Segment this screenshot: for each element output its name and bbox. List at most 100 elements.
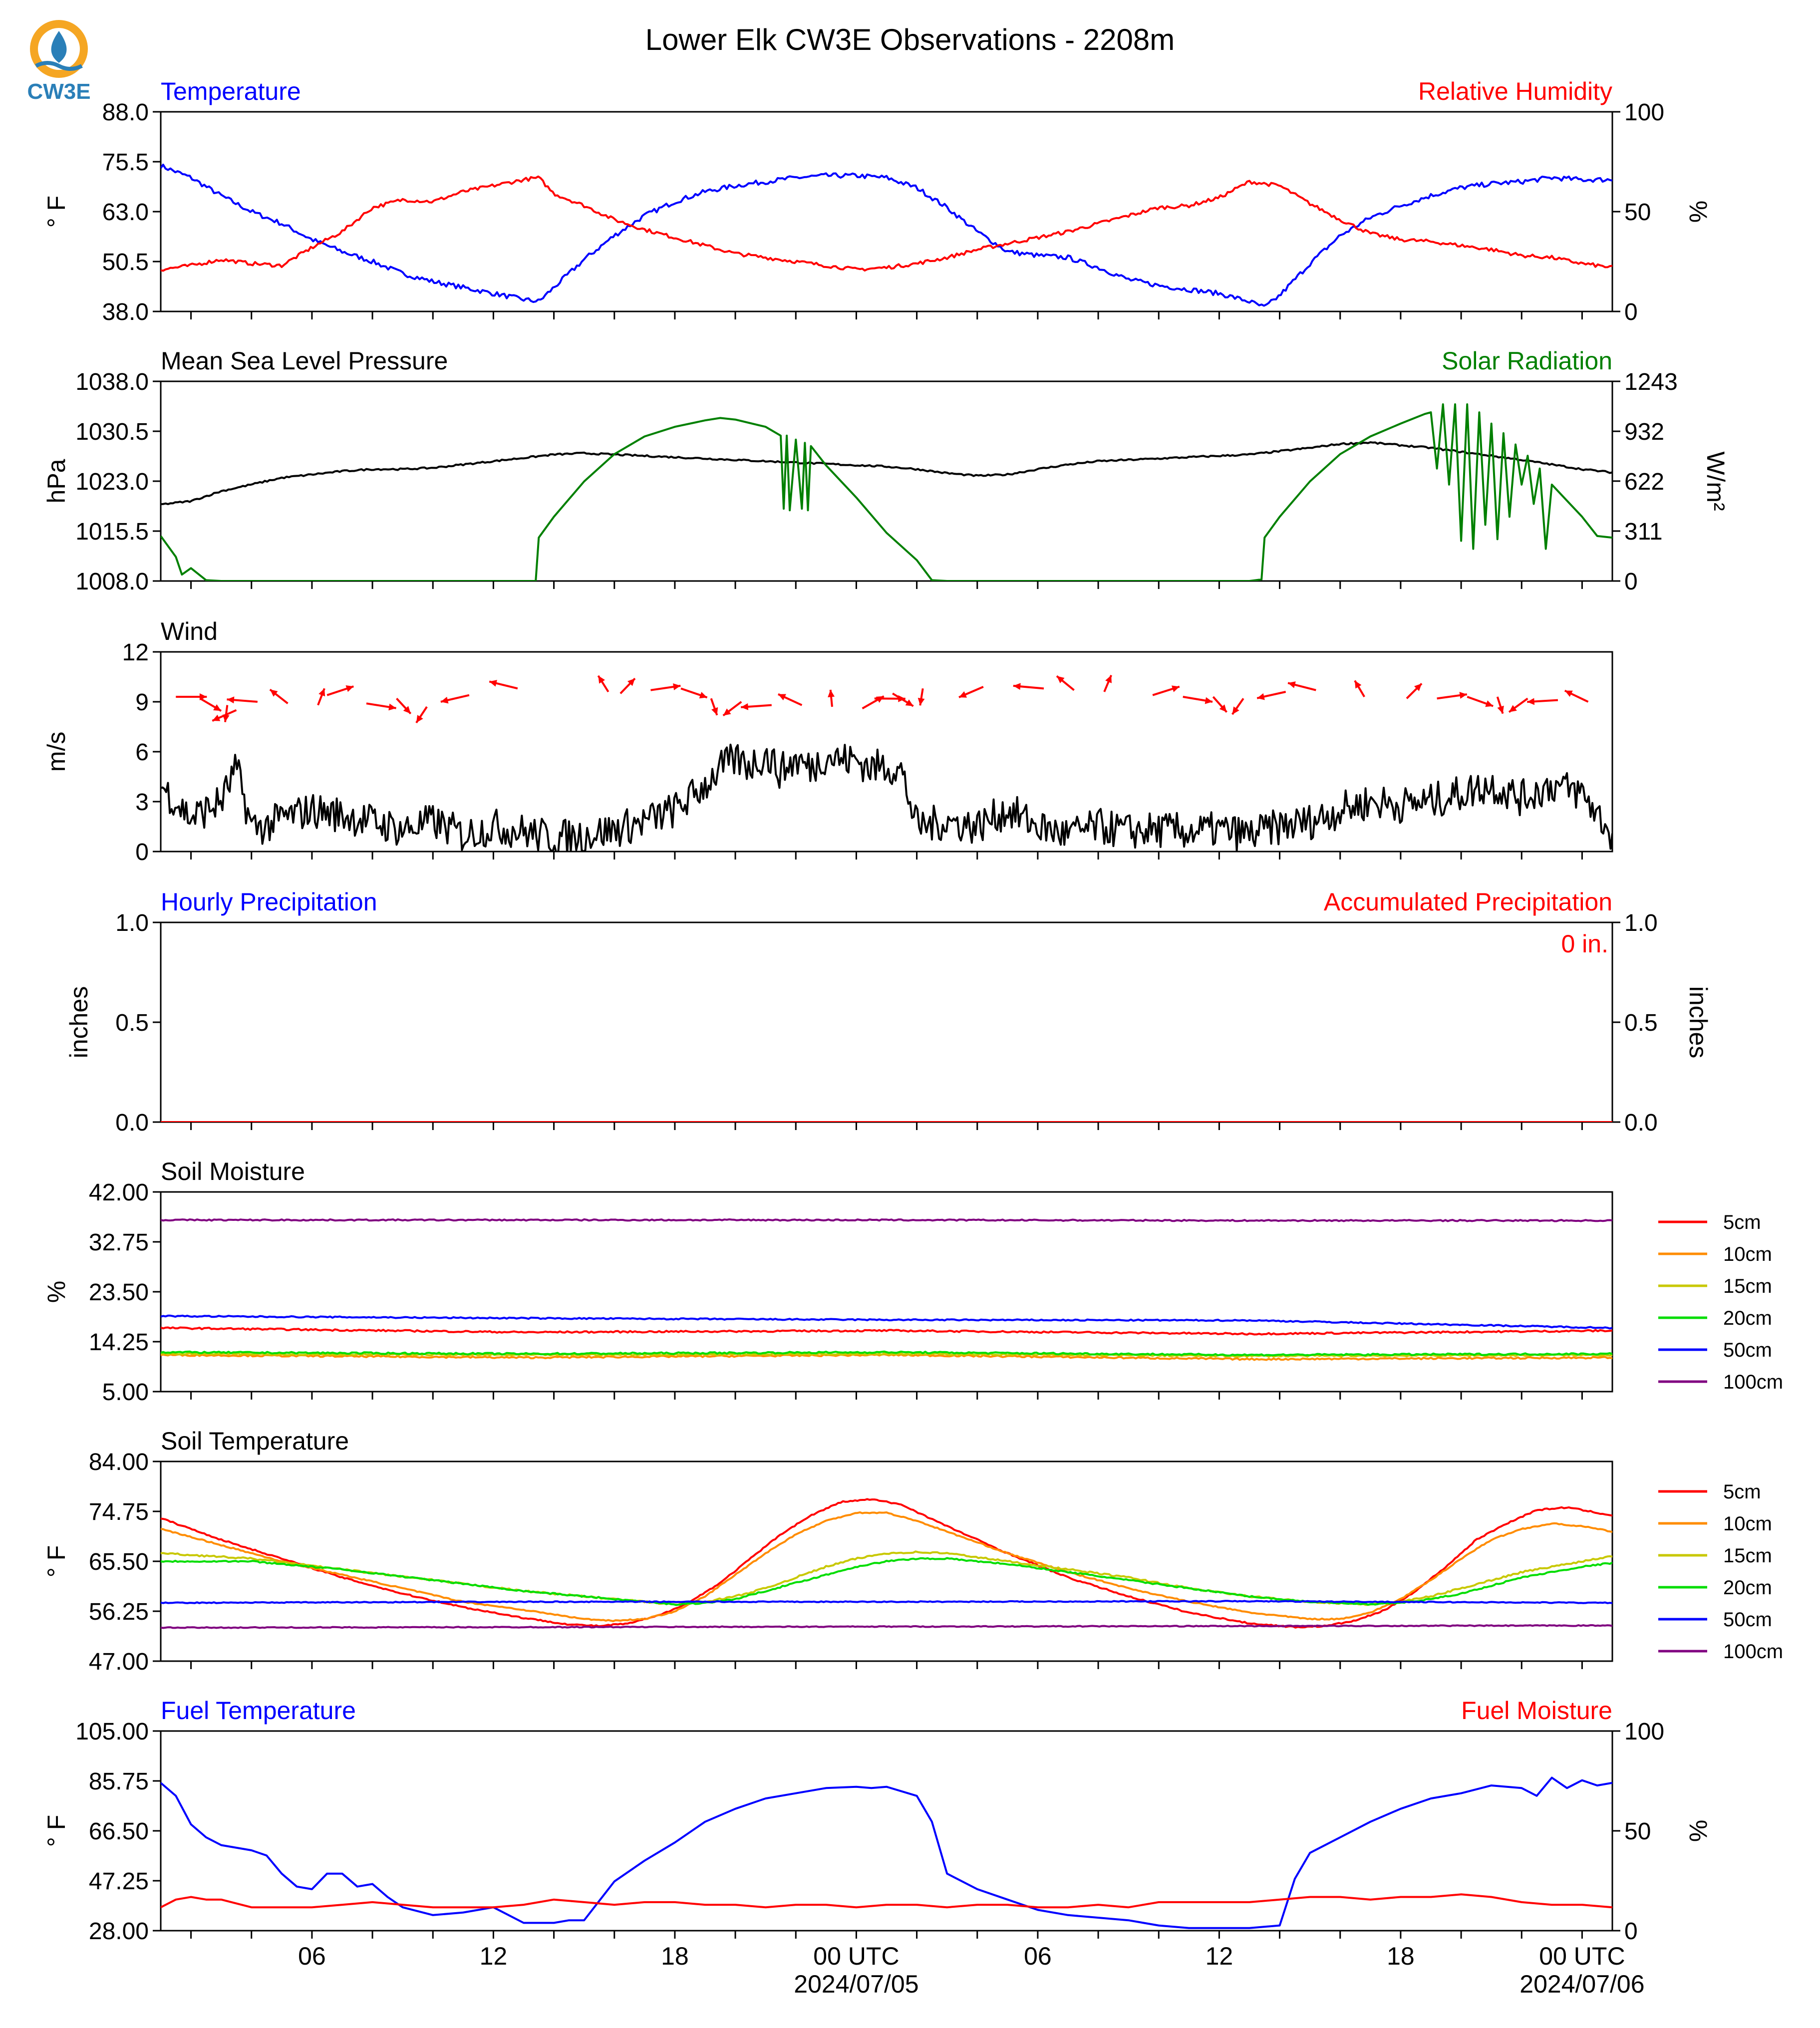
y-tick-label-right: 100 [1624,99,1664,126]
y-tick-label-left: 0 [135,839,149,866]
y-axis-label-right: W/m² [1702,451,1730,511]
y-axis-label-left: % [42,1281,70,1303]
series-line-right [161,403,1612,581]
plot-data [161,1218,1612,1361]
wind-arrow-head [917,697,925,706]
panel-title-left: Hourly Precipitation [161,888,377,916]
y-tick-label-left: 1038.0 [75,369,149,395]
y-tick-label-left: 0.5 [115,1010,149,1036]
y-tick-label-left: 38.0 [102,299,149,325]
time-tick-label: 00 UTC [813,1942,899,1970]
y-tick-label-left: 9 [135,689,149,716]
wind-arrow-head [1527,698,1535,705]
series-line-100cm [161,1624,1612,1629]
series-line-left [161,1893,1612,1909]
legend-label: 15cm [1723,1275,1772,1297]
y-tick-label-left: 47.25 [89,1868,149,1895]
y-tick-label-left: 28.00 [89,1918,149,1945]
water-drop-icon [51,31,67,63]
wind-arrow-head [1205,697,1213,704]
date-label: 2024/07/05 [794,1970,918,1998]
y-tick-label-left: 65.50 [89,1549,149,1575]
y-tick-label-left: 5.00 [102,1379,149,1406]
wind-arrow-head [959,691,967,698]
wind-arrow-head [416,715,423,723]
y-axis-label-left: inches [65,986,93,1059]
y-tick-label-right: 50 [1624,199,1651,226]
wind-arrow-head [318,688,325,697]
wind-arrow-head [1355,680,1362,689]
panel-title-left: Soil Temperature [161,1427,349,1455]
panel-pressure-solar: 1008.0 1015.5 1023.0 1030.5 1038.0 0 311 622 932… [42,347,1730,595]
wind-arrow-head [1288,681,1296,688]
y-tick-label-left: 85.75 [89,1768,149,1795]
y-tick-label-left: 3 [135,789,149,816]
panel-title-left: Fuel Temperature [161,1697,356,1725]
y-tick-label-right: 100 [1624,1719,1664,1745]
wind-arrow-head [627,678,635,686]
wind-arrow-head [673,683,681,690]
wind-arrow-head [741,703,749,710]
series-line-5cm [161,1498,1612,1629]
time-tick-label: 06 [298,1942,326,1970]
wind-arrow-head [905,699,913,706]
y-tick-label-right: 0.5 [1624,1010,1658,1036]
y-tick-label-left: 1015.5 [75,519,149,545]
panel-title-left: Soil Moisture [161,1158,305,1185]
legend-label: 20cm [1723,1307,1772,1329]
wind-arrow-head [699,692,707,699]
panel-temperature-humidity: 38.0 50.5 63.0 75.5 88.0 0 50 100 Temperature Rel… [42,77,1712,325]
y-tick-label-right: 311 [1624,519,1663,545]
wind-arrow-head [1485,700,1494,707]
panel-precipitation: 0.0 0.5 1.0 0.0 0.5 1.0 Hourly Precipitation Ac… [65,888,1712,1136]
wind-arrow-head [1232,706,1239,715]
y-tick-label-right: 932 [1624,419,1664,445]
wind-arrow-head [227,696,235,704]
y-tick-label-left: 1023.0 [75,469,149,495]
y-axis-label-left: ° F [42,1545,70,1577]
y-tick-label-right: 0.0 [1624,1110,1658,1136]
y-tick-label-left: 32.75 [89,1229,149,1256]
panel-title-left: Mean Sea Level Pressure [161,347,448,375]
wind-arrow-head [403,706,411,714]
wind-arrow-head [1171,685,1180,692]
y-tick-label-right: 0 [1624,1918,1638,1945]
wind-arrow-head [270,689,278,697]
wave-icon [35,61,83,71]
y-tick-label-left: 75.5 [102,149,149,176]
cw3e-logo: CW3E [27,20,91,104]
y-tick-label-left: 66.50 [89,1818,149,1845]
wind-arrow-head [778,694,786,701]
y-tick-label-left: 74.75 [89,1499,149,1525]
y-tick-label-left: 56.25 [89,1599,149,1625]
legend-label: 100cm [1723,1641,1783,1663]
y-tick-label-left: 50.5 [102,249,149,276]
legend-label: 100cm [1723,1371,1783,1393]
soil-temperature-legend: 5cm 10cm 15cm 20cm 50cm 100cm [1658,1481,1783,1663]
wind-arrow-head [388,703,396,711]
panel-title-right: Fuel Moisture [1461,1697,1612,1725]
plot-data [161,403,1612,581]
series-line-5cm [161,1326,1612,1336]
legend-label: 50cm [1723,1339,1772,1361]
time-tick-label: 18 [1387,1942,1415,1970]
wind-arrow-head [1056,676,1065,683]
y-tick-label-left: 23.50 [89,1279,149,1306]
wind-arrow-head [1105,675,1112,683]
legend-label: 10cm [1723,1513,1772,1535]
panel-fuel: 28.00 47.25 66.50 85.75 105.00 0 50 100 Fuel Tem… [42,1697,1712,1945]
series-line-50cm [161,1314,1612,1330]
time-tick-label: 12 [1206,1942,1233,1970]
y-tick-label-left: 105.00 [75,1719,149,1745]
soil-moisture-legend: 5cm 10cm 15cm 20cm 50cm 100cm [1658,1211,1783,1393]
series-line-right [161,175,1612,272]
wind-arrow-head [440,696,449,704]
series-line-20cm [161,1350,1612,1357]
chart-title: Lower Elk CW3E Observations - 2208m [645,23,1175,56]
y-tick-label-right: 0 [1624,569,1638,595]
panel-wind: 0 3 6 9 12 Wind m/s [42,617,1613,866]
wind-arrow-head [598,675,605,684]
y-tick-label-right: 1243 [1624,369,1678,395]
